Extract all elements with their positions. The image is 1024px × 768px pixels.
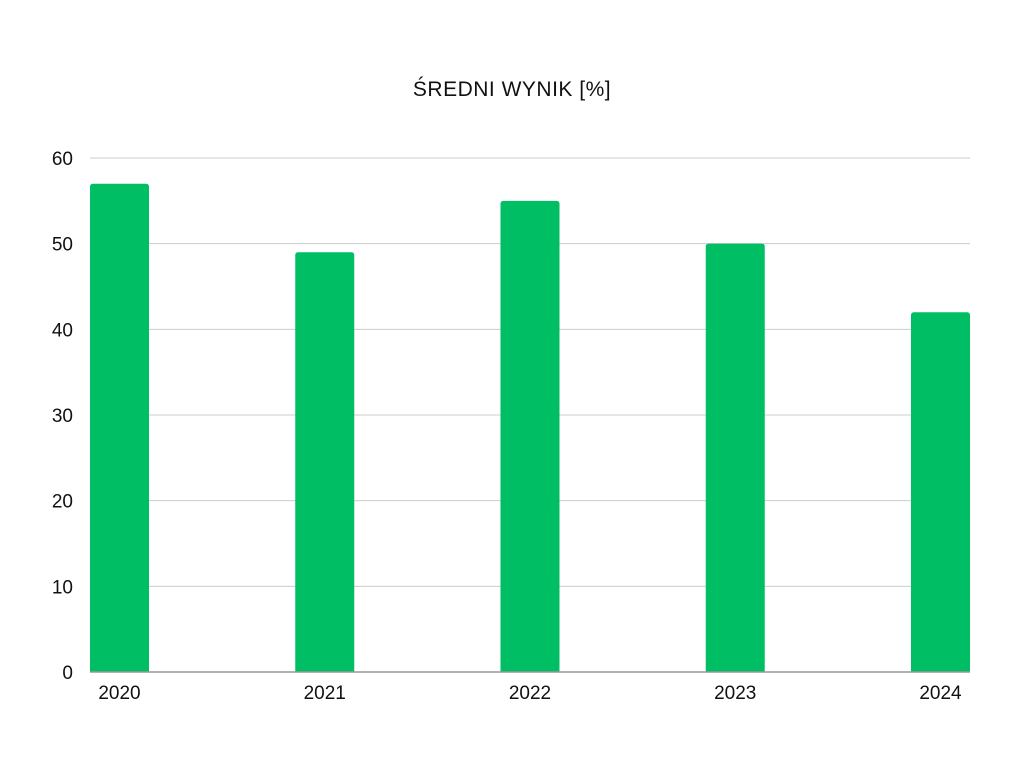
y-tick-label: 0 bbox=[62, 663, 73, 684]
bar-2022 bbox=[500, 200, 560, 673]
chart-title: ŚREDNI WYNIK [%] bbox=[412, 78, 612, 101]
y-tick-label: 10 bbox=[52, 577, 73, 598]
y-tick-label: 30 bbox=[52, 406, 73, 427]
bar-2024 bbox=[911, 312, 970, 672]
bar-2020 bbox=[90, 183, 149, 672]
y-tick-label: 60 bbox=[52, 149, 73, 170]
y-tick-label: 50 bbox=[52, 235, 73, 256]
bar-2021 bbox=[295, 252, 355, 672]
bar-2023 bbox=[705, 243, 765, 672]
y-tick-label: 20 bbox=[52, 492, 73, 513]
x-tick-label: 2020 bbox=[98, 683, 140, 704]
y-tick-label: 40 bbox=[52, 320, 73, 341]
x-tick-label: 2022 bbox=[509, 683, 551, 704]
x-tick-label: 2023 bbox=[714, 683, 756, 704]
x-tick-label: 2024 bbox=[919, 683, 962, 704]
x-tick-label: 2021 bbox=[304, 683, 346, 704]
